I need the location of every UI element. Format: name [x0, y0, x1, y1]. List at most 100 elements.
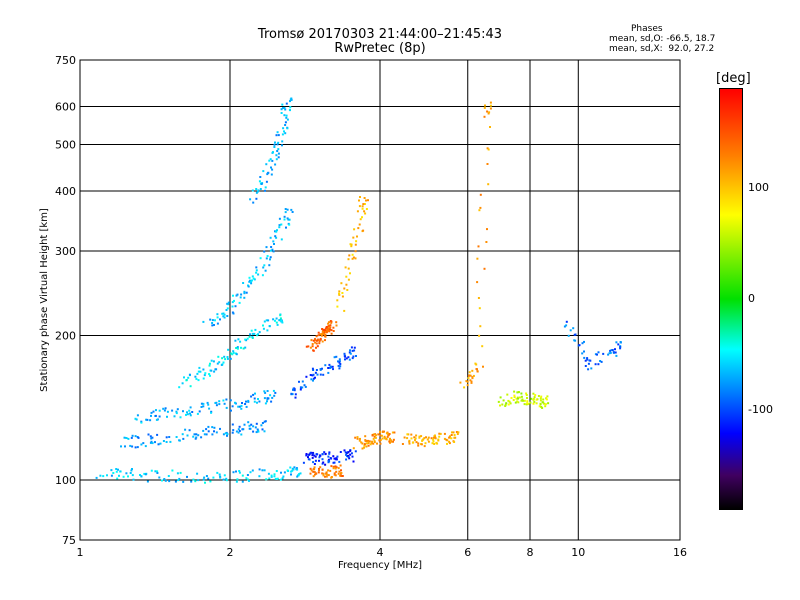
echo-point	[136, 414, 139, 417]
echo-point	[292, 468, 295, 471]
echo-point	[273, 394, 276, 397]
echo-point	[210, 369, 213, 372]
echo-point	[264, 269, 267, 272]
echo-point	[330, 329, 333, 332]
echo-point	[338, 290, 341, 293]
echo-point	[257, 429, 260, 432]
echo-point	[254, 392, 256, 395]
echo-point	[349, 352, 352, 355]
echo-point	[315, 342, 318, 345]
echo-point	[127, 475, 129, 478]
echo-point	[167, 475, 170, 477]
echo-point	[250, 395, 253, 398]
echo-point	[186, 413, 189, 416]
echo-point	[563, 325, 566, 328]
echo-point	[321, 340, 324, 343]
echo-point	[217, 355, 220, 358]
echo-point	[204, 372, 207, 375]
echo-point	[125, 437, 128, 439]
echo-point	[179, 416, 182, 419]
echo-point	[431, 442, 434, 445]
echo-point	[385, 438, 388, 441]
x-tick-label: 1	[77, 546, 84, 559]
echo-point	[195, 433, 198, 436]
echo-point	[508, 400, 511, 403]
echo-point	[219, 318, 221, 321]
echo-point	[363, 446, 365, 449]
echo-point	[290, 473, 292, 476]
echo-point	[236, 478, 239, 481]
echo-point	[171, 469, 174, 472]
echo-point	[590, 367, 593, 370]
echo-point	[340, 282, 343, 285]
echo-point	[202, 320, 205, 323]
echo-point	[272, 389, 275, 392]
echo-point	[380, 434, 383, 437]
echo-point	[609, 351, 612, 354]
echo-point	[339, 451, 342, 453]
echo-point	[245, 405, 248, 408]
echo-point	[249, 471, 252, 474]
echo-point	[415, 441, 418, 444]
echo-point	[363, 197, 366, 199]
echo-point	[269, 256, 272, 259]
echo-point	[110, 469, 113, 472]
echo-point	[95, 476, 98, 479]
echo-point	[472, 374, 475, 377]
echo-point	[281, 477, 284, 480]
echo-point	[154, 470, 157, 473]
echo-point	[345, 453, 348, 456]
echo-point	[278, 217, 281, 220]
echo-point	[251, 337, 254, 339]
echo-point	[211, 322, 214, 324]
echo-point	[353, 346, 356, 349]
echo-point	[614, 348, 616, 351]
echo-point	[516, 400, 519, 403]
echo-point	[541, 407, 544, 409]
echo-point	[139, 474, 141, 476]
echo-point	[237, 405, 240, 408]
echo-point	[169, 440, 172, 443]
echo-point	[319, 368, 322, 370]
echo-point	[202, 405, 205, 408]
echo-point	[140, 475, 143, 478]
echo-point	[146, 418, 149, 421]
echo-point	[316, 373, 319, 376]
echo-point	[539, 403, 542, 406]
echo-point	[509, 402, 512, 405]
echo-point	[271, 248, 274, 251]
echo-point	[329, 326, 332, 329]
echo-point	[265, 478, 268, 481]
echo-point	[305, 375, 308, 378]
echo-point	[221, 357, 224, 360]
echo-point	[203, 374, 206, 377]
echo-point	[270, 474, 273, 477]
echo-point	[317, 331, 320, 334]
echo-point	[379, 442, 382, 445]
echo-point	[262, 327, 265, 330]
echo-point	[272, 318, 275, 321]
echo-point	[497, 400, 500, 403]
echo-point	[182, 410, 184, 413]
echo-point	[267, 319, 270, 322]
echo-point	[277, 141, 280, 144]
echo-point	[272, 151, 274, 154]
echo-point	[326, 473, 329, 476]
echo-point	[482, 365, 484, 368]
echo-point	[517, 401, 520, 404]
echo-point	[485, 241, 488, 243]
echo-point	[376, 442, 378, 445]
echo-point	[345, 458, 348, 461]
echo-point	[308, 453, 311, 456]
echo-point	[339, 363, 342, 365]
echo-point	[446, 442, 448, 445]
echo-point	[388, 440, 391, 443]
echo-point	[354, 243, 357, 246]
echo-point	[202, 368, 205, 371]
echo-point	[144, 445, 147, 448]
echo-point	[384, 437, 387, 440]
echo-point	[336, 299, 339, 302]
echo-point	[196, 372, 199, 375]
echo-point	[226, 433, 229, 436]
echo-point	[154, 414, 157, 417]
